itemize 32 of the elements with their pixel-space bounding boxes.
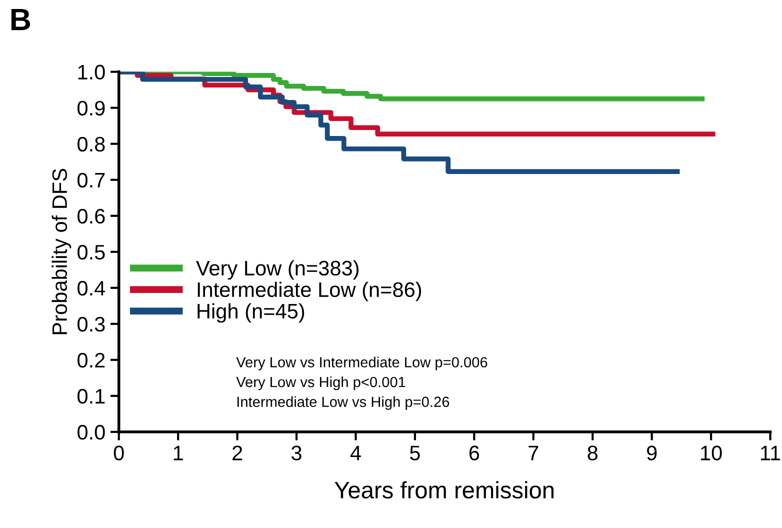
annotation: Very Low vs Intermediate Low p=0.006 [236,356,488,370]
x-tick-label: 7 [528,446,538,460]
x-tick-label: 10 [701,446,722,460]
y-axis-title: Probability of DFS [52,168,72,334]
y-tick-label: 0.2 [78,352,105,368]
x-tick-label: 2 [232,446,242,460]
x-tick-label: 11 [761,446,780,460]
y-tick-label: 0.4 [78,280,106,296]
legend-label: Very Low (n=383) [196,260,359,280]
y-tick-label: 0.8 [78,136,105,152]
y-tick-label: 0.6 [78,208,105,224]
chart-title: B [11,9,30,30]
x-tick-label: 5 [410,446,420,460]
y-tick-label: 0.7 [78,172,105,188]
x-tick-label: 9 [647,446,657,460]
x-tick-label: 8 [588,446,598,460]
x-tick-label: 6 [469,446,480,460]
x-tick-label: 1 [174,446,183,460]
y-tick-label: 0.0 [78,424,105,440]
x-tick-label: 3 [292,446,302,460]
y-tick-label: 0.5 [78,244,105,260]
x-tick-label: 0 [114,446,124,460]
y-tick-label: 1.0 [78,64,105,80]
annotation: Very Low vs High p<0.001 [236,376,406,390]
annotation: Intermediate Low vs High p=0.26 [237,396,450,410]
x-tick-label: 4 [350,446,361,460]
legend-label: Intermediate Low (n=86) [198,282,422,302]
legend-label: High (n=45) [198,303,304,323]
y-tick-label: 0.3 [78,316,105,332]
y-tick-label: 0.9 [78,100,105,116]
x-axis-title: Years from remission [334,481,554,499]
y-tick-label: 0.1 [78,388,105,404]
